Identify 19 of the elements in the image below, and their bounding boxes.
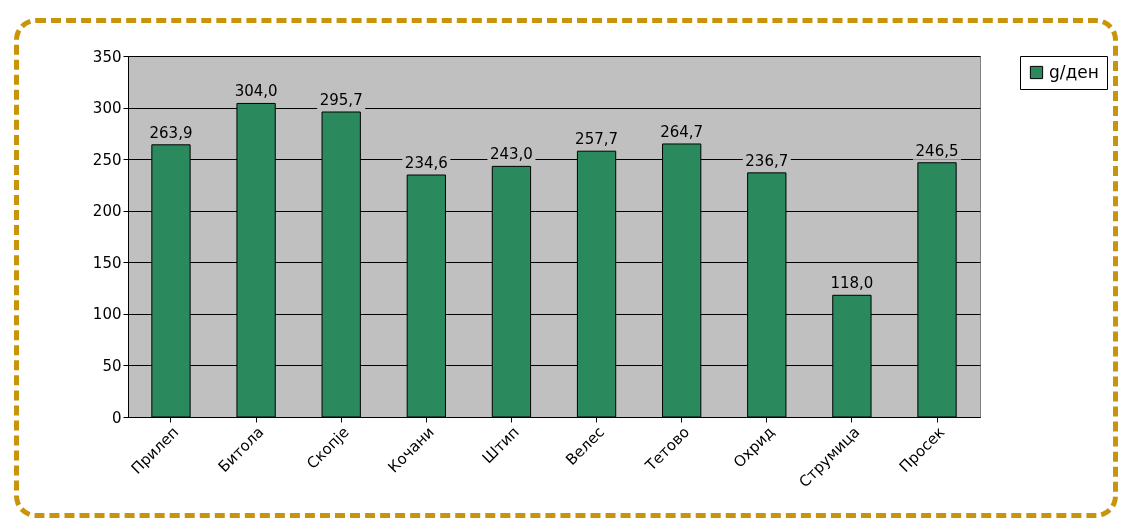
data-label: 234,6 bbox=[404, 154, 448, 173]
y-tick-label: 50 bbox=[102, 356, 122, 375]
y-tick-label: 250 bbox=[92, 150, 122, 169]
y-tick-label: 200 bbox=[92, 202, 122, 221]
y-tick-label: 100 bbox=[92, 305, 122, 324]
data-label: 236,7 bbox=[745, 151, 789, 170]
data-label: 295,7 bbox=[319, 91, 363, 110]
legend-label: g/ден bbox=[1049, 61, 1099, 82]
y-tick-label: 350 bbox=[92, 47, 122, 66]
data-label: 257,7 bbox=[575, 130, 619, 149]
y-tick-label: 0 bbox=[111, 408, 122, 427]
y-tick-label: 300 bbox=[92, 99, 122, 118]
data-label: 304,0 bbox=[234, 82, 278, 101]
data-label: 118,0 bbox=[830, 274, 874, 293]
data-label: 246,5 bbox=[915, 141, 959, 160]
y-tick-label: 150 bbox=[92, 253, 122, 272]
data-label: 264,7 bbox=[660, 122, 704, 141]
data-label: 263,9 bbox=[149, 123, 193, 142]
data-label: 243,0 bbox=[489, 145, 533, 164]
